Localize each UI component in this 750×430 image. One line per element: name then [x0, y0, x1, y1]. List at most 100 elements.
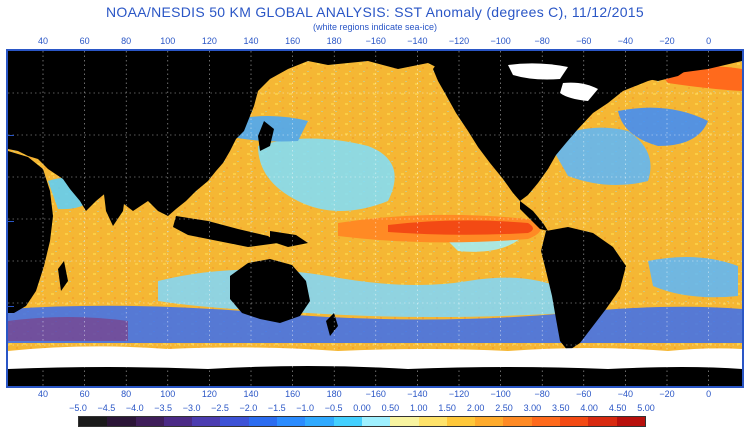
sst-anomaly-map — [6, 49, 744, 388]
map-title: NOAA/NESDIS 50 KM GLOBAL ANALYSIS: SST A… — [106, 4, 644, 20]
longitude-label: −160 — [365, 389, 386, 399]
lat-tick — [8, 306, 14, 307]
longitude-label: −60 — [576, 389, 592, 399]
colorbar-labels: −5.0 −4.5 −4.0 −3.5 −3.0 −2.5 −2.0 −1.5 −1.0 −0.5… — [0, 403, 750, 415]
equatorial-warm-band — [338, 214, 541, 243]
colorbar-swatch — [192, 417, 221, 426]
longitude-label: −80 — [534, 389, 550, 399]
colorbar-swatch — [390, 417, 419, 426]
colorbar-swatch — [446, 417, 476, 426]
colorbar-label: −4.0 — [125, 403, 144, 413]
longitude-label: 180 — [326, 389, 342, 399]
colorbar-swatch — [588, 417, 617, 426]
colorbar-label: 3.00 — [523, 403, 542, 413]
colorbar-label: 1.00 — [410, 403, 428, 413]
longitude-label: 140 — [243, 36, 259, 46]
map-canvas — [8, 51, 742, 386]
colorbar-swatch — [163, 417, 193, 426]
longitude-label: 160 — [285, 36, 301, 46]
longitude-label: 0 — [706, 36, 712, 46]
colorbar-label: −3.5 — [154, 403, 173, 413]
colorbar-swatch — [560, 417, 589, 426]
australia — [230, 259, 310, 323]
central-america — [520, 201, 548, 231]
graticule — [8, 51, 742, 386]
landmasses — [8, 51, 742, 351]
longitude-label: 40 — [37, 36, 49, 46]
colorbar-swatch — [503, 417, 532, 426]
longitude-label: −20 — [659, 389, 675, 399]
colorbar-label: −2.5 — [211, 403, 229, 413]
colorbar-swatch — [531, 417, 561, 426]
colorbar-label: 4.50 — [608, 403, 627, 413]
colorbar-swatch — [616, 417, 645, 426]
colorbar-swatch — [107, 417, 136, 426]
colorbar-label: 2.00 — [466, 403, 485, 413]
longitude-label: −40 — [617, 389, 634, 399]
colorbar — [78, 416, 646, 427]
longitude-labels-bottom: 40 60 80 100 120 140 160 180 −160 −140 −120 −100 −80… — [0, 389, 750, 401]
colorbar-label: 1.50 — [438, 403, 456, 413]
longitude-label: −100 — [490, 36, 511, 46]
colorbar-label: −3.0 — [182, 403, 201, 413]
madagascar — [58, 261, 68, 291]
longitude-labels-top: 40 60 80 100 120 140 160 180 −160 −140 −120 −100 −80… — [0, 36, 750, 48]
longitude-label: 120 — [201, 36, 217, 46]
indonesia — [173, 216, 278, 247]
colorbar-label: −1.5 — [267, 403, 286, 413]
longitude-label: −140 — [407, 36, 428, 46]
south-america — [541, 227, 626, 351]
colorbar-swatch — [361, 417, 391, 426]
longitude-label: 40 — [37, 389, 49, 399]
longitude-label: −140 — [407, 389, 428, 399]
map-subtitle: (white regions indicate sea-ice) — [312, 22, 438, 32]
india — [103, 186, 126, 226]
colorbar-label: −2.0 — [239, 403, 258, 413]
longitude-label: −20 — [659, 36, 675, 46]
longitude-label: 180 — [326, 36, 342, 46]
longitude-label: −120 — [448, 36, 470, 46]
eurasia — [8, 51, 742, 216]
longitude-label: −40 — [617, 36, 634, 46]
colorbar-label: −0.5 — [324, 403, 343, 413]
lat-tick — [8, 221, 14, 222]
longitude-label: 60 — [79, 36, 90, 46]
longitude-label: 0 — [706, 389, 712, 399]
colorbar-label: −5.0 — [69, 403, 87, 413]
africa — [8, 151, 53, 313]
longitude-label: 80 — [121, 36, 132, 46]
colorbar-label: −1.0 — [296, 403, 315, 413]
colorbar-label: 4.00 — [580, 403, 598, 413]
longitude-label: −120 — [448, 389, 470, 399]
longitude-label: 80 — [121, 389, 132, 399]
colorbar-swatch — [79, 417, 108, 426]
antarctica — [8, 366, 742, 386]
new-guinea — [270, 231, 308, 247]
colorbar-swatch — [248, 417, 278, 426]
lat-tick — [8, 135, 14, 136]
colorbar-label: 5.00 — [637, 403, 655, 413]
north-america — [433, 51, 742, 201]
colorbar-label: 2.50 — [495, 403, 513, 413]
longitude-label: 120 — [201, 389, 217, 399]
colorbar-swatch — [305, 417, 334, 426]
longitude-label: 160 — [285, 389, 301, 399]
longitude-label: −160 — [365, 36, 386, 46]
colorbar-swatch — [333, 417, 362, 426]
longitude-label: −100 — [490, 389, 511, 399]
colorbar-label: −4.5 — [97, 403, 116, 413]
colorbar-swatch — [475, 417, 504, 426]
longitude-label: 140 — [243, 389, 259, 399]
colorbar-swatch — [135, 417, 164, 426]
colorbar-label: 0.00 — [353, 403, 371, 413]
longitude-label: 100 — [160, 36, 176, 46]
colorbar-label: 0.50 — [381, 403, 400, 413]
new-zealand — [326, 313, 338, 336]
greenland — [608, 51, 698, 81]
colorbar-swatch — [220, 417, 249, 426]
japan — [258, 121, 274, 151]
longitude-label: −60 — [576, 36, 592, 46]
colorbar-swatch — [418, 417, 447, 426]
longitude-label: 100 — [160, 389, 176, 399]
arctic-ice-alaska — [508, 63, 568, 80]
